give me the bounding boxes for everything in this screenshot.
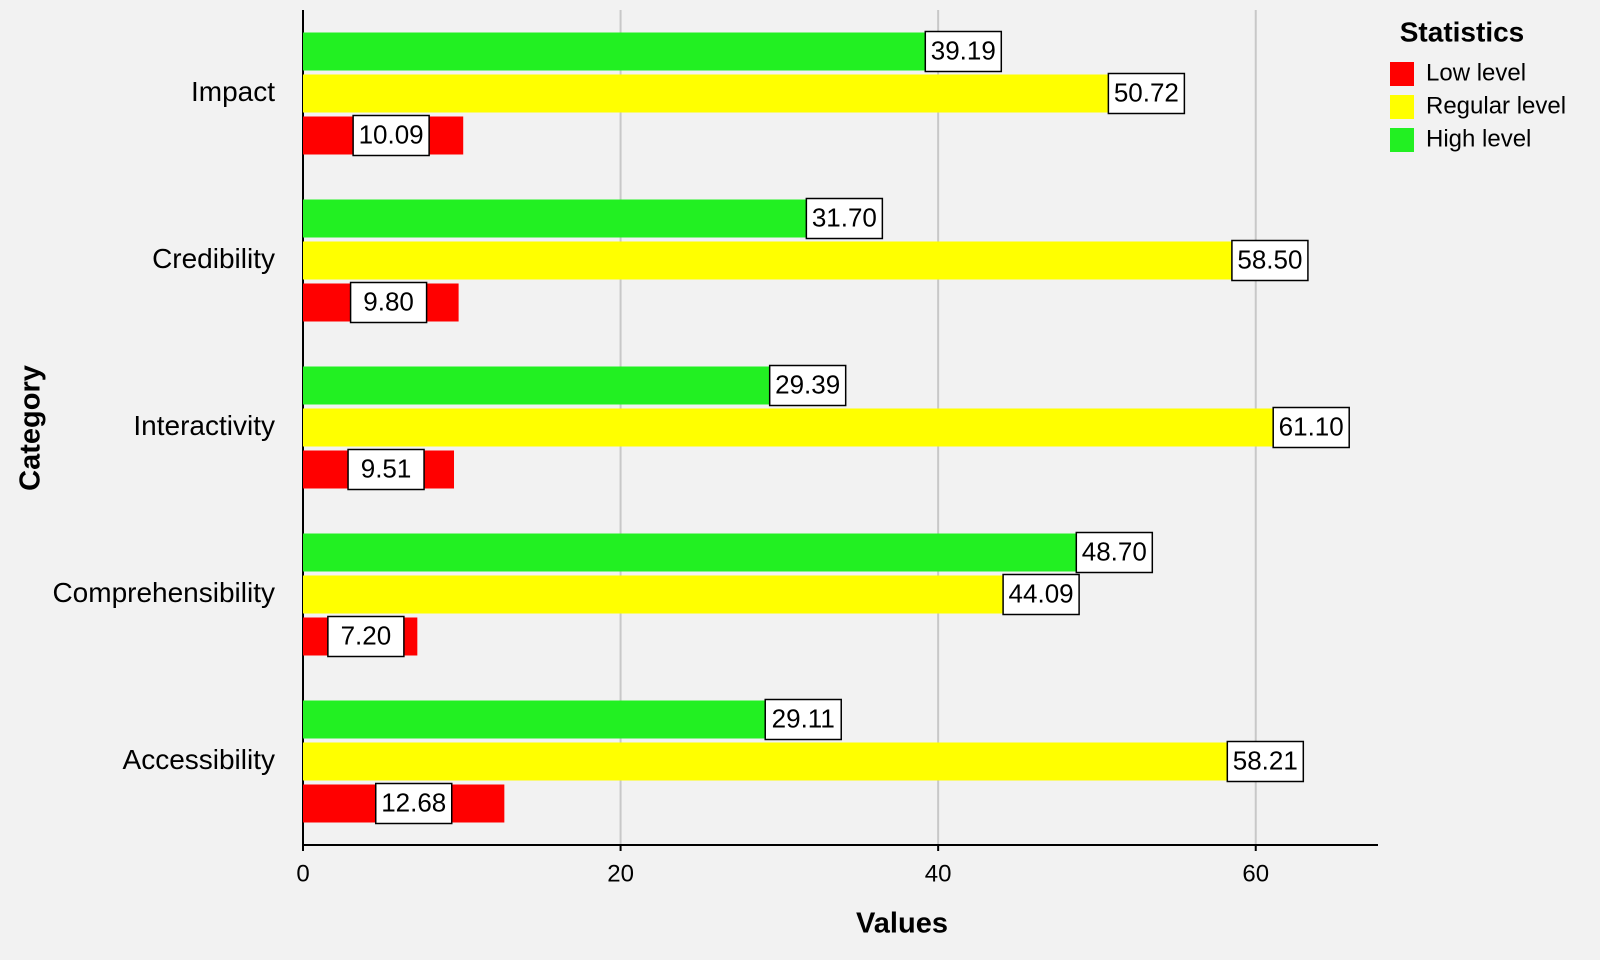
bar xyxy=(303,366,770,405)
value-label-box xyxy=(1272,406,1350,449)
value-label: 48.70 xyxy=(1082,536,1147,566)
value-label-box xyxy=(349,281,428,324)
value-label: 39.19 xyxy=(931,35,996,65)
x-tick-label: 20 xyxy=(607,860,634,887)
value-label: 12.68 xyxy=(381,787,446,817)
bar xyxy=(303,408,1274,447)
value-label-box xyxy=(347,448,425,491)
value-label: 61.10 xyxy=(1279,411,1344,441)
x-tick-label: 40 xyxy=(925,860,952,887)
x-tick-label: 60 xyxy=(1242,860,1269,887)
legend-label: Regular level xyxy=(1426,92,1566,119)
bar xyxy=(303,742,1228,781)
value-label: 7.20 xyxy=(341,620,392,650)
x-axis-label: Values xyxy=(856,908,948,940)
legend-label: Low level xyxy=(1426,59,1526,86)
legend-swatch xyxy=(1390,95,1414,119)
value-label-box xyxy=(327,615,405,658)
bar xyxy=(303,700,766,739)
legend-label: High level xyxy=(1426,125,1531,152)
value-label-box xyxy=(924,30,1003,73)
value-label: 31.70 xyxy=(812,202,877,232)
value-label-box xyxy=(805,197,884,240)
value-label-box xyxy=(1226,740,1305,783)
value-label-box xyxy=(1231,239,1309,282)
value-label: 10.09 xyxy=(359,119,424,149)
value-label: 58.50 xyxy=(1237,244,1302,274)
y-tick-label: Credibility xyxy=(152,243,275,274)
value-label-box xyxy=(1107,72,1186,115)
value-label-box xyxy=(352,114,430,157)
legend-swatch xyxy=(1390,62,1414,86)
value-label-box xyxy=(764,698,842,741)
legend-swatch xyxy=(1390,128,1414,152)
y-tick-label: Interactivity xyxy=(133,410,275,441)
bar xyxy=(303,241,1232,280)
value-label-box xyxy=(374,782,453,825)
value-label-box xyxy=(1075,531,1154,574)
value-label: 29.11 xyxy=(772,703,835,733)
value-label: 9.80 xyxy=(363,286,414,316)
bar xyxy=(303,533,1077,572)
x-tick-label: 0 xyxy=(296,860,309,887)
value-label: 29.39 xyxy=(775,369,840,399)
value-label-box xyxy=(1002,573,1080,616)
legend-title: Statistics xyxy=(1400,16,1525,47)
y-tick-label: Comprehensibility xyxy=(52,577,275,608)
y-tick-label: Impact xyxy=(191,76,275,107)
bar xyxy=(303,199,807,238)
value-label: 9.51 xyxy=(361,453,412,483)
value-label: 58.21 xyxy=(1233,745,1298,775)
value-label-box xyxy=(768,364,847,407)
bar xyxy=(303,32,926,71)
value-label: 44.09 xyxy=(1009,578,1074,608)
y-tick-label: Accessibility xyxy=(123,744,275,775)
bar xyxy=(303,575,1004,614)
value-label: 50.72 xyxy=(1114,77,1179,107)
bar xyxy=(303,74,1109,113)
y-axis-label: Category xyxy=(15,365,47,491)
